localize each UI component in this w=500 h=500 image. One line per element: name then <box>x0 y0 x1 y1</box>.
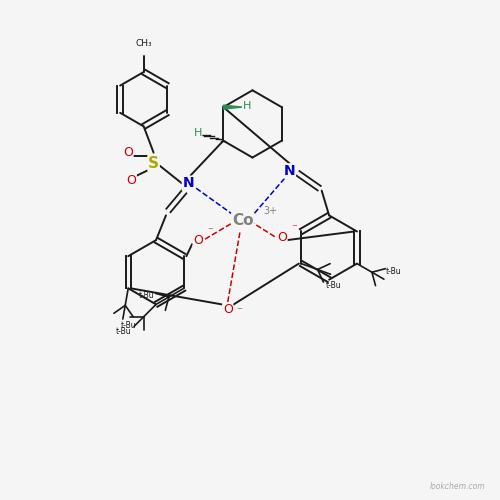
Text: 3+: 3+ <box>264 206 278 216</box>
Text: O: O <box>277 231 287 244</box>
Text: t-Bu: t-Bu <box>326 282 341 290</box>
Text: CH₃: CH₃ <box>136 40 152 48</box>
Text: t-Bu: t-Bu <box>139 291 154 300</box>
Text: ⁻: ⁻ <box>291 224 297 234</box>
Text: t-Bu: t-Bu <box>120 321 136 330</box>
Text: ⁻: ⁻ <box>236 306 242 316</box>
Text: O: O <box>126 174 136 188</box>
Text: ⁻: ⁻ <box>207 226 213 236</box>
Text: lookchem.com: lookchem.com <box>429 482 485 492</box>
Text: O: O <box>223 303 232 316</box>
Text: H: H <box>194 128 202 138</box>
Text: O: O <box>193 234 203 246</box>
Text: Co: Co <box>232 213 254 228</box>
Polygon shape <box>224 105 242 109</box>
Text: t-Bu: t-Bu <box>116 327 132 336</box>
Text: H: H <box>243 101 252 111</box>
Text: t-Bu: t-Bu <box>386 266 402 276</box>
Text: N: N <box>284 164 296 178</box>
Text: O: O <box>123 146 133 159</box>
Text: S: S <box>148 156 159 171</box>
Text: N: N <box>182 176 194 190</box>
